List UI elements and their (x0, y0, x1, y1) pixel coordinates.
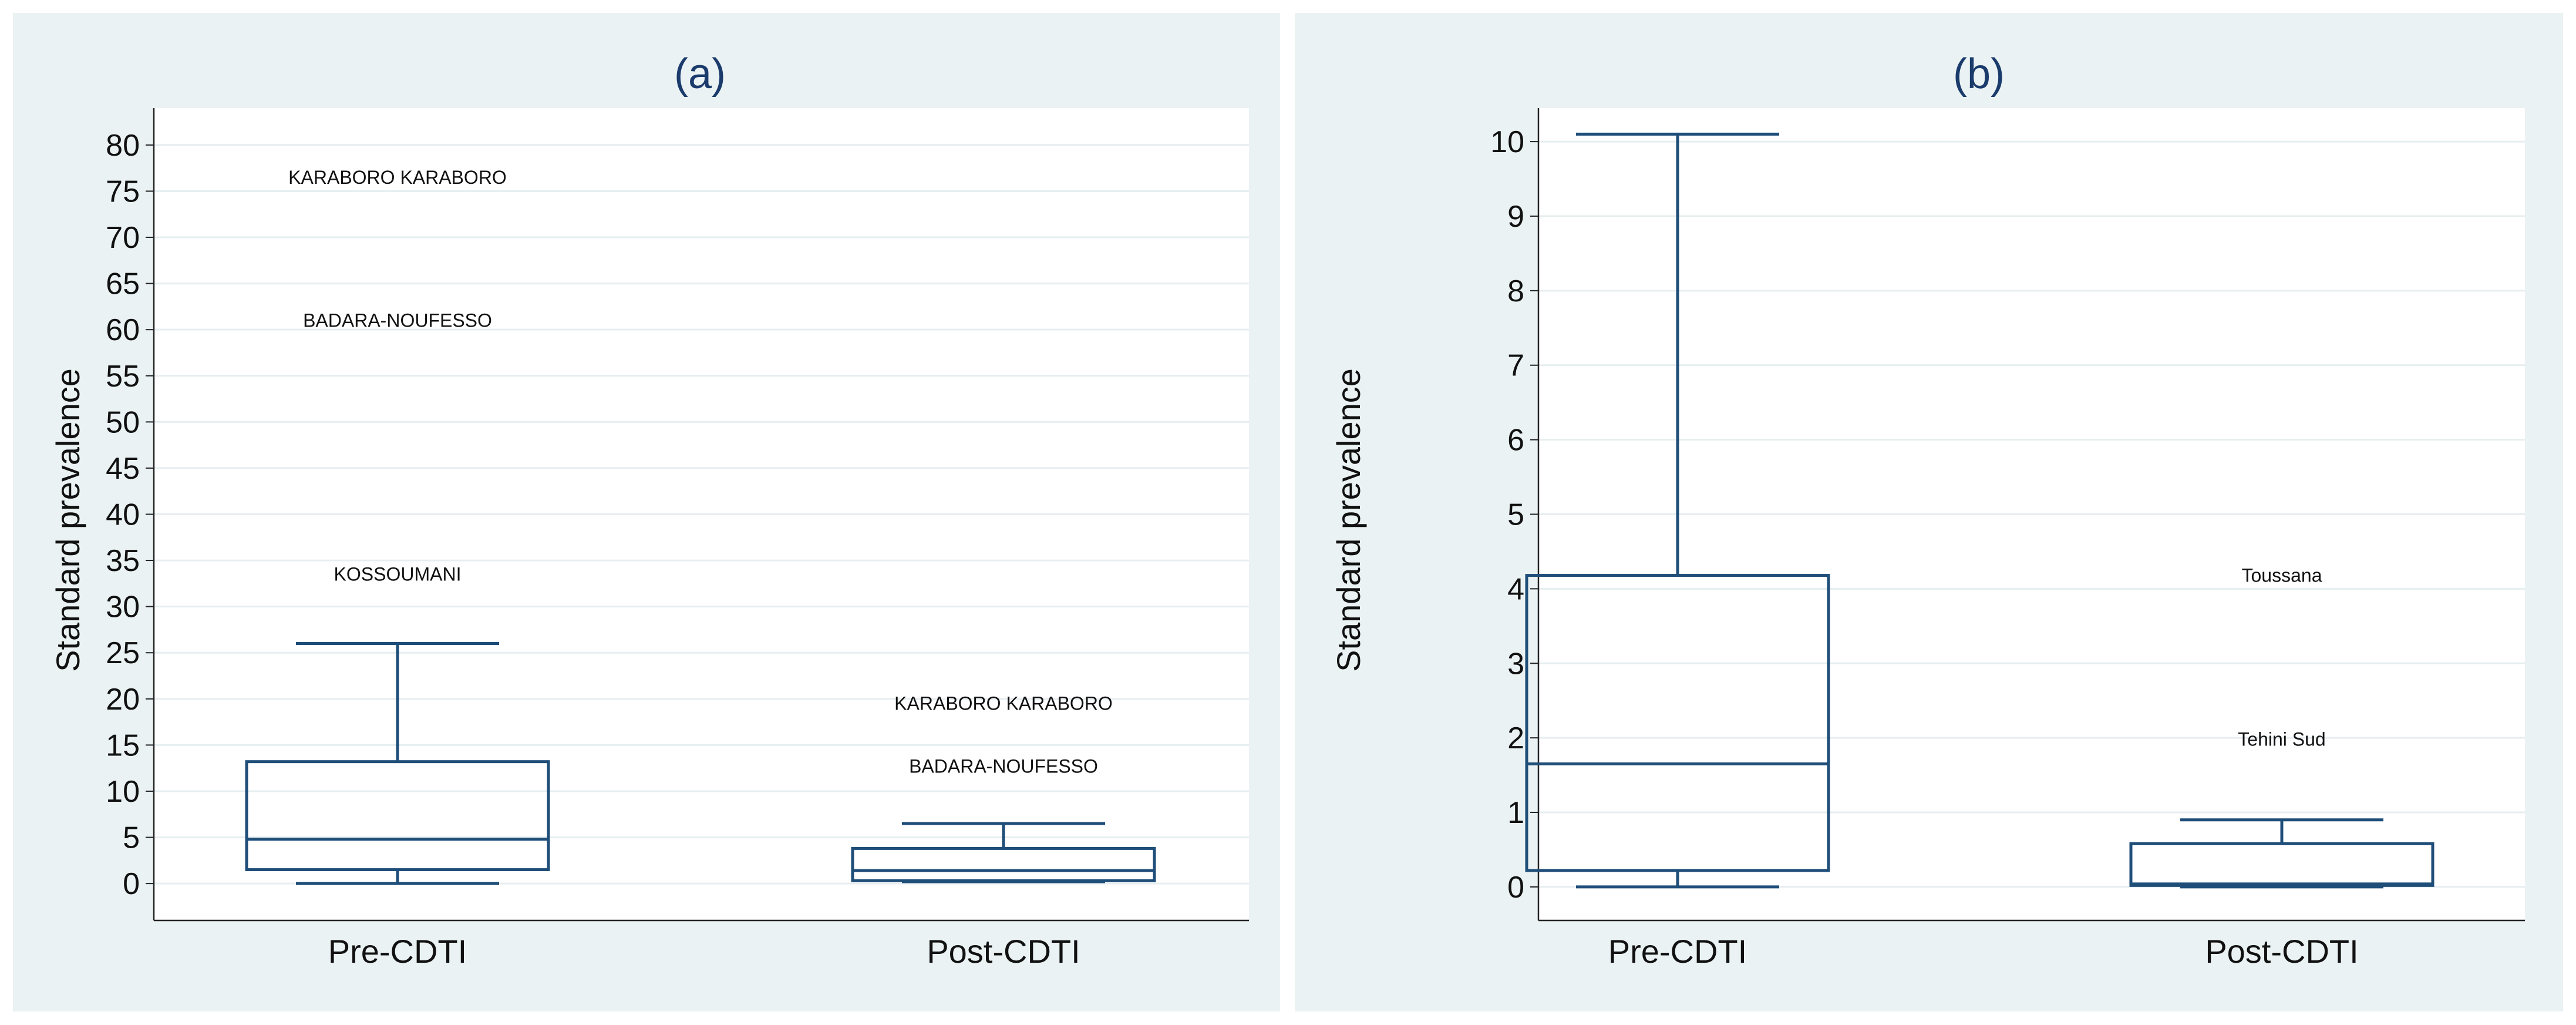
box-iqr-b (2129, 842, 2434, 887)
y-tick-label-a: 80 (106, 129, 140, 163)
y-tick-label-a: 15 (106, 728, 140, 762)
y-tick-label-b: 8 (1507, 274, 1524, 308)
y-tick-label-a: 60 (106, 313, 140, 347)
y-tick-label-a: 5 (123, 821, 140, 855)
y-tick-label-a: 55 (106, 359, 140, 394)
y-tick-label-b: 7 (1507, 349, 1524, 383)
x-category-label-b: Post-CDTI (2205, 933, 2358, 970)
y-tick-label-b: 10 (1490, 125, 1524, 159)
y-tick-label-b: 9 (1507, 200, 1524, 234)
chart-title-a: (a) (674, 51, 726, 98)
y-tick-label-b: 5 (1507, 498, 1524, 532)
y-tick-label-b: 6 (1507, 424, 1524, 458)
y-tick-label-a: 65 (106, 267, 140, 301)
y-tick-label-a: 75 (106, 174, 140, 209)
x-category-label-b: Pre-CDTI (1608, 933, 1747, 970)
outlier-label-b: Toussana (2242, 565, 2322, 586)
y-tick-label-a: 35 (106, 544, 140, 578)
y-tick-label-a: 10 (106, 775, 140, 809)
y-tick-label-b: 2 (1507, 721, 1524, 755)
y-tick-label-b: 0 (1507, 871, 1524, 905)
y-tick-label-a: 0 (123, 867, 140, 901)
box-iqr-b (1525, 574, 1830, 872)
y-tick-label-a: 40 (106, 498, 140, 532)
y-tick-label-a: 30 (106, 590, 140, 624)
y-tick-label-a: 70 (106, 221, 140, 255)
chart-panel-b: 0 1 2 3 4 5 6 7 8 9 10 (b) Standard prevalence Pre-CD… (1295, 13, 2563, 1011)
y-tick-label-a: 20 (106, 683, 140, 717)
box-iqr-a (245, 760, 550, 872)
chart-panel-a: 0 5 10 15 20 25 30 35 40 45 50 55 60 65 70 75 80 (a) Stand… (13, 13, 1280, 1011)
outlier-label-a: KARABORO KARABORO (288, 167, 507, 188)
y-tick-label-b: 1 (1507, 796, 1524, 830)
outlier-label-a: BADARA-NOUFESSO (303, 310, 492, 331)
chart-a-svg: 0 5 10 15 20 25 30 35 40 45 50 55 60 65 70 75 80 (a) Stand… (49, 51, 1249, 970)
x-category-label-a: Pre-CDTI (328, 933, 467, 970)
box-iqr-a (851, 846, 1156, 882)
outlier-label-b: Tehini Sud (2238, 729, 2325, 750)
chart-b-svg: 0 1 2 3 4 5 6 7 8 9 10 (b) Standard prevalence Pre-CD… (1330, 51, 2525, 970)
y-tick-label-a: 50 (106, 405, 140, 439)
y-axis-label-b: Standard prevalence (1330, 368, 1367, 672)
outlier-label-a: KARABORO KARABORO (894, 693, 1113, 714)
y-tick-label-a: 25 (106, 636, 140, 670)
outlier-label-a: KOSSOUMANI (334, 564, 462, 585)
y-tick-label-b: 3 (1507, 647, 1524, 681)
x-category-label-a: Post-CDTI (927, 933, 1080, 970)
chart-title-b: (b) (1953, 51, 2005, 98)
y-axis-label-a: Standard prevalence (49, 368, 86, 672)
outlier-label-a: BADARA-NOUFESSO (909, 756, 1098, 777)
y-tick-label-b: 4 (1507, 572, 1524, 606)
y-tick-label-a: 45 (106, 452, 140, 486)
